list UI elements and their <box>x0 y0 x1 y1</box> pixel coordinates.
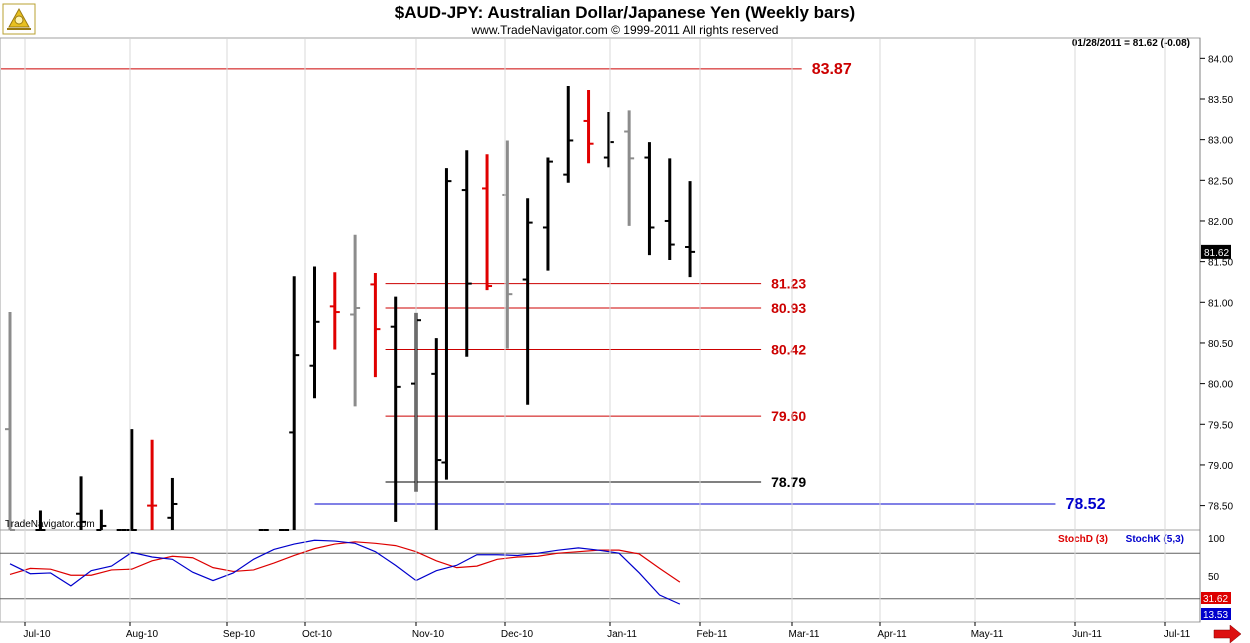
time-axis: Jul-10 Aug-10 Sep-10 Oct-10 Nov-10 Dec-10 Jan-… <box>23 39 1191 640</box>
price-levels: 83.87 81.23 80.93 80.42 79.60 78.79 78.52 <box>1 61 1106 513</box>
price-tick-label: 83.50 <box>1208 95 1233 106</box>
stochk-value-box <box>1201 608 1231 620</box>
price-tick-label: 79.00 <box>1208 461 1233 472</box>
month-label: Mar-11 <box>789 629 820 640</box>
last-price-label: 81.62 <box>1204 248 1229 259</box>
last-quote-readout: 01/28/2011 = 81.62 (-0.08) <box>1072 38 1190 49</box>
price-tick-label: 80.50 <box>1208 339 1233 350</box>
price-tick-label: 83.00 <box>1208 136 1233 147</box>
level-label: 80.93 <box>771 300 806 316</box>
legend-stochk: StochK (5,3) <box>1126 534 1184 545</box>
stochastic-panel: 100 50 StochD (3) StochK (5,3) 31.62 13.53 <box>0 534 1231 621</box>
level-label: 79.60 <box>771 408 806 424</box>
stochd-value-box <box>1201 592 1231 604</box>
stoch-tick-label: 50 <box>1208 572 1220 583</box>
month-label: Apr-11 <box>877 629 907 640</box>
last-price-box <box>1201 244 1231 259</box>
month-label: Jun-11 <box>1072 629 1102 640</box>
level-label: 83.87 <box>812 61 852 78</box>
stochk-value: 13.53 <box>1203 610 1228 621</box>
month-label: Feb-11 <box>697 629 728 640</box>
month-label: Dec-10 <box>501 629 534 640</box>
price-tick-label: 78.50 <box>1208 502 1233 513</box>
price-bars <box>5 85 696 531</box>
level-label: 81.23 <box>771 276 806 292</box>
price-axis: 84.00 83.50 83.00 82.50 82.00 81.50 81.00 80.50… <box>1200 54 1233 513</box>
price-tick-label: 80.00 <box>1208 380 1233 391</box>
stoch-tick-label: 100 <box>1208 534 1225 545</box>
month-label: Jul-10 <box>23 629 51 640</box>
price-tick-label: 79.50 <box>1208 420 1233 431</box>
level-label: 78.52 <box>1065 496 1105 513</box>
level-label: 78.79 <box>771 474 806 490</box>
month-label: Jul-11 <box>1164 629 1191 640</box>
month-label: Oct-10 <box>302 629 332 640</box>
price-tick-label: 81.50 <box>1208 258 1233 269</box>
price-tick-label: 81.00 <box>1208 298 1233 309</box>
price-tick-label: 82.00 <box>1208 217 1233 228</box>
scroll-right-arrow-icon[interactable] <box>1213 624 1242 643</box>
watermark: TradeNavigator.com <box>5 519 95 530</box>
month-label: May-11 <box>971 629 1004 640</box>
stoch-series-line <box>9 541 681 583</box>
month-label: Sep-10 <box>223 629 256 640</box>
chart-title: $AUD-JPY: Australian Dollar/Japanese Yen… <box>395 3 855 22</box>
stoch-panel <box>0 529 1201 623</box>
chart-subtitle: www.TradeNavigator.com © 1999-2011 All r… <box>471 23 779 37</box>
price-tick-label: 82.50 <box>1208 176 1233 187</box>
level-label: 80.42 <box>771 341 806 357</box>
month-label: Nov-10 <box>412 629 445 640</box>
stoch-series-line <box>9 539 681 605</box>
legend-stochd: StochD (3) <box>1058 534 1108 545</box>
stochd-value: 31.62 <box>1203 594 1228 605</box>
trade-navigator-logo-icon[interactable] <box>2 3 36 35</box>
month-label: Jan-11 <box>607 629 637 640</box>
price-tick-label: 84.00 <box>1208 54 1233 65</box>
month-label: Aug-10 <box>126 629 159 640</box>
